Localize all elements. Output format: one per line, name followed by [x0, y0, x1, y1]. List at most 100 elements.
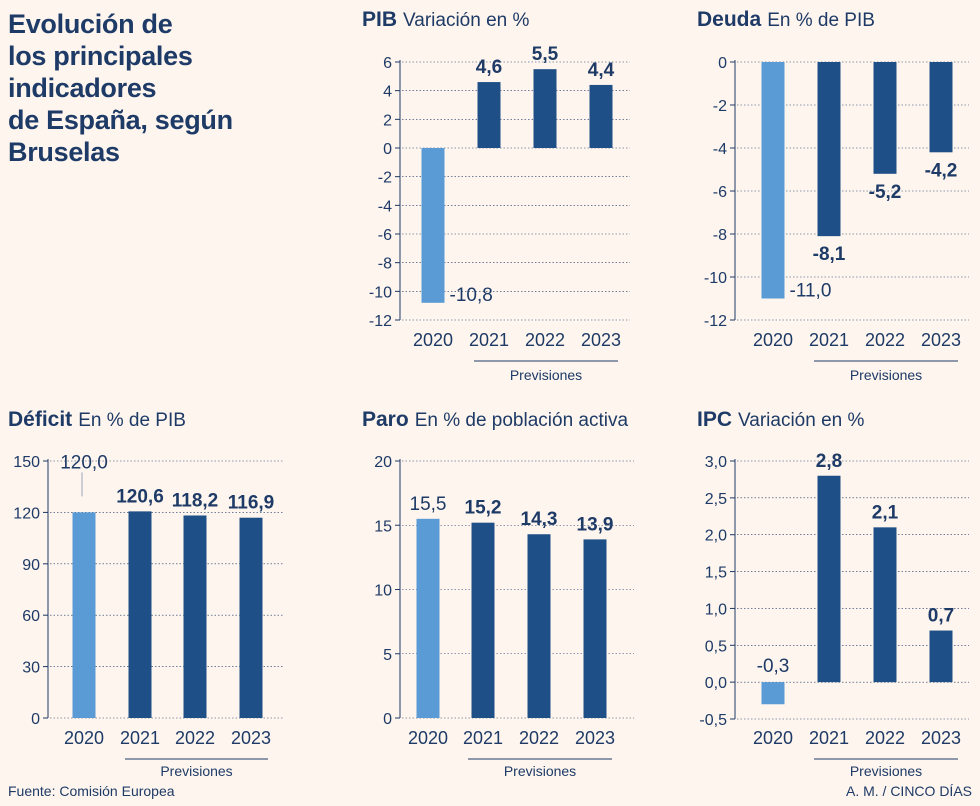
chart-subtitle: En % de población activa — [414, 410, 629, 431]
y-tick-label: 1,5 — [705, 565, 727, 582]
panel-header: Paro En % de población activa — [362, 408, 628, 432]
bar — [183, 515, 207, 718]
chart-panel-ipc: IPC Variación en % 3,0 2,5 2,0 1,5 1,0 0,5 0,0 -… — [697, 408, 972, 780]
main-title-line-3: de España, según Bruselas — [8, 105, 233, 167]
value-label: 0,7 — [928, 606, 954, 627]
category-label: 2022 — [175, 728, 215, 748]
chart-panel-deuda: Deuda En % de PIB 0 -2 -4 -6 -8 -10 -12 -11,0 202… — [697, 8, 972, 388]
category-label: 2022 — [525, 330, 565, 350]
y-tick-label: 2,0 — [705, 528, 727, 545]
bar — [527, 534, 551, 718]
chart-subtitle: Variación en % — [738, 410, 865, 431]
bar — [873, 62, 897, 174]
value-label: 13,9 — [577, 514, 614, 535]
bar — [873, 527, 897, 683]
chart-subtitle: Variación en % — [403, 10, 530, 31]
main-title-line-1: Evolución de — [8, 9, 173, 39]
y-tick-label: 120 — [13, 505, 40, 522]
y-tick-label: -4 — [378, 198, 392, 215]
panel-header: IPC Variación en % — [697, 408, 864, 432]
bar — [477, 82, 501, 148]
chart-title: PIB — [362, 8, 398, 31]
bar — [817, 475, 841, 683]
bar-chart-deuda: 0 -2 -4 -6 -8 -10 -12 -11,0 2020 -8,1 2021 -5,2 2022… — [704, 55, 969, 383]
bar — [128, 511, 152, 718]
bar — [239, 517, 263, 718]
y-tick-label: -2 — [713, 98, 727, 115]
value-label: 5,5 — [532, 44, 559, 65]
value-label: -4,2 — [925, 160, 958, 181]
value-label: -11,0 — [790, 281, 832, 302]
forecast-label: Previsiones — [160, 763, 232, 779]
forecast-label: Previsiones — [510, 367, 582, 383]
value-label: 2,1 — [872, 502, 899, 523]
forecast-label: Previsiones — [850, 763, 922, 779]
y-tick-label: 0 — [383, 141, 392, 158]
panel-header: Déficit En % de PIB — [8, 408, 186, 432]
y-tick-label: 3,0 — [705, 454, 727, 471]
chart-panel-paro: Paro En % de población activa 20 15 10 5 0 15,… — [362, 408, 637, 780]
bar — [817, 62, 841, 237]
category-label: 2020 — [753, 330, 793, 350]
y-tick-label: -6 — [713, 184, 727, 201]
y-tick-label: 1,0 — [705, 601, 727, 618]
y-tick-label: 0 — [383, 711, 392, 728]
y-tick-label: 4 — [383, 84, 392, 101]
value-label: -8,1 — [813, 244, 846, 265]
y-tick-label: -0,5 — [699, 712, 727, 729]
credit-note: A. M. / CINCO DÍAS — [845, 783, 972, 799]
category-label: 2021 — [809, 330, 849, 350]
category-label: 2022 — [519, 728, 559, 748]
panel-header: PIB Variación en % — [362, 8, 529, 32]
bar — [471, 522, 495, 718]
y-tick-label: 5 — [383, 647, 392, 664]
y-tick-label: -8 — [713, 227, 727, 244]
category-label: 2023 — [921, 728, 961, 748]
bar — [583, 539, 607, 718]
chart-panel-deficit: Déficit En % de PIB 150 120 90 60 30 0 120,0 202… — [8, 408, 288, 780]
y-tick-label: -12 — [704, 313, 727, 330]
y-tick-label: -6 — [378, 227, 392, 244]
y-tick-label: -2 — [378, 170, 392, 187]
bar — [416, 518, 440, 718]
value-label: 15,2 — [465, 498, 502, 519]
bar — [421, 148, 445, 303]
main-title: Evolución de los principales indicadores… — [8, 8, 338, 168]
category-label: 2021 — [809, 728, 849, 748]
category-label: 2023 — [231, 728, 271, 748]
y-tick-label: 150 — [13, 454, 40, 471]
bar — [533, 69, 557, 148]
y-tick-label: 2 — [383, 112, 392, 129]
category-label: 2020 — [408, 728, 448, 748]
y-tick-label: 2,5 — [705, 491, 727, 508]
y-tick-label: 10 — [374, 583, 392, 600]
category-label: 2020 — [64, 728, 104, 748]
chart-panel-pib: PIB Variación en % 6 4 2 0 -2 -4 -6 -8 -10 -12 -10,… — [362, 8, 632, 388]
value-label: 2,8 — [816, 451, 842, 472]
category-label: 2023 — [575, 728, 615, 748]
chart-subtitle: En % de PIB — [78, 410, 186, 431]
chart-title: Déficit — [8, 408, 73, 431]
bar-chart-deficit: 150 120 90 60 30 0 120,0 2020 120,6 2021 118,2 2022… — [13, 452, 284, 779]
category-label: 2021 — [120, 728, 160, 748]
bar-chart-paro: 20 15 10 5 0 15,5 2020 15,2 2021 14,3 2022 13,9 2023… — [374, 454, 634, 779]
value-label: 4,4 — [588, 60, 615, 81]
value-label: 14,3 — [521, 509, 558, 530]
bar — [929, 630, 953, 683]
value-label: -0,3 — [757, 656, 790, 677]
bar — [72, 512, 96, 718]
value-label: 120,0 — [60, 452, 108, 473]
value-label: 120,6 — [116, 486, 164, 507]
y-tick-label: 0,5 — [705, 638, 727, 655]
source-note: Fuente: Comisión Europea — [8, 783, 175, 799]
category-label: 2021 — [463, 728, 503, 748]
y-tick-label: 0 — [718, 55, 727, 72]
chart-title: Paro — [362, 408, 409, 431]
value-label: 116,9 — [228, 493, 275, 514]
chart-subtitle: En % de PIB — [767, 10, 875, 31]
bar — [761, 682, 785, 705]
panel-header: Deuda En % de PIB — [697, 8, 875, 32]
y-tick-label: -10 — [369, 284, 392, 301]
chart-title: IPC — [697, 408, 733, 431]
y-tick-label: 90 — [22, 557, 40, 574]
